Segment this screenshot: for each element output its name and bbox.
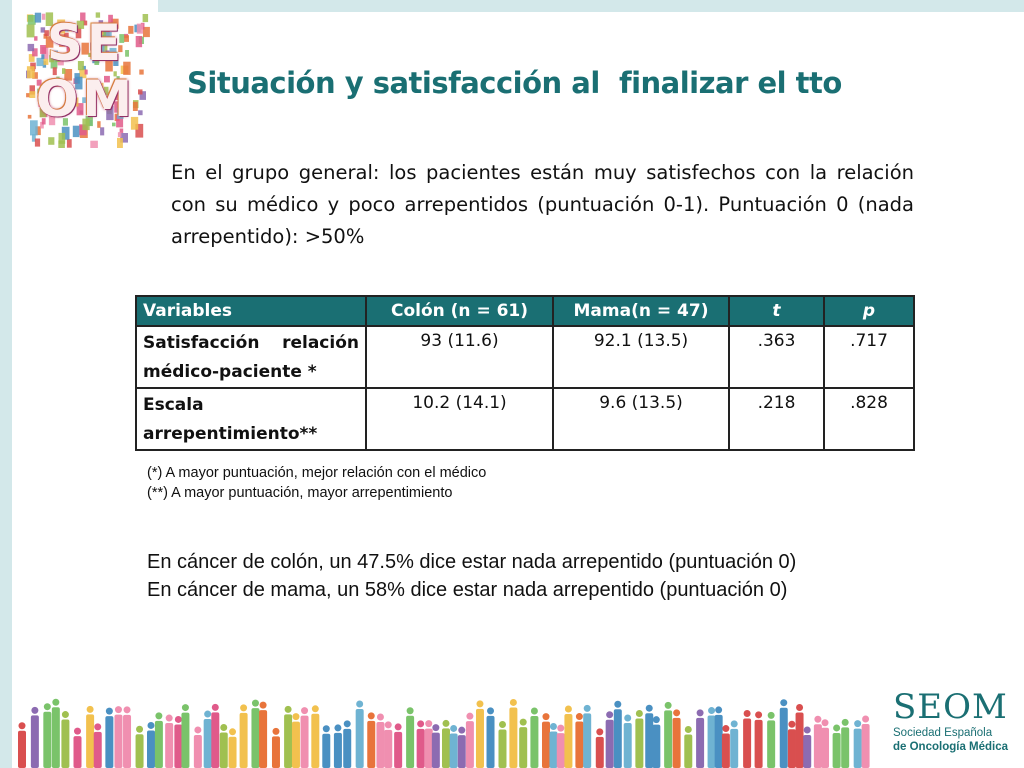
row-label: Escala arrepentimiento**: [135, 388, 367, 451]
header-colon: Colón (n = 61): [365, 295, 554, 327]
summary-line: En cáncer de mama, un 58% dice estar nad…: [147, 579, 788, 601]
logo-subtitle-2: de Oncología Médica: [893, 741, 1009, 753]
results-table: Variables Colón (n = 61) Mama(n = 47) t …: [135, 295, 915, 451]
footnotes: (*) A mayor puntuación, mejor relación c…: [147, 463, 486, 503]
cell-p: .717: [823, 326, 915, 389]
page-title: Situación y satisfacción al finalizar el…: [187, 66, 842, 100]
cell-colon: 93 (11.6): [365, 326, 554, 389]
people-crowd-illustration: [18, 698, 870, 768]
header-t: t: [728, 295, 825, 327]
header-p: p: [823, 295, 915, 327]
cell-t: .363: [728, 326, 825, 389]
summary-line: En cáncer de colón, un 47.5% dice estar …: [147, 551, 797, 573]
footnote: (*) A mayor puntuación, mejor relación c…: [147, 465, 487, 481]
logo-wordmark: SEOM: [893, 687, 1008, 727]
table-row: Satisfacción relación médico-paciente * …: [135, 326, 915, 389]
cell-p: .828: [823, 388, 915, 451]
intro-paragraph: En el grupo general: los pacientes están…: [171, 161, 914, 248]
seom-logo: SEOM Sociedad Española de Oncología Médi…: [893, 688, 1017, 760]
logo-subtitle-1: Sociedad Española: [893, 727, 993, 739]
logo-text-bottom: OM: [35, 70, 137, 128]
logo-text-top: SE: [46, 14, 126, 72]
summary-text: En cáncer de colón, un 47.5% dice estar …: [147, 548, 796, 604]
header-variables: Variables: [135, 295, 367, 327]
cell-mama: 9.6 (13.5): [552, 388, 730, 451]
cell-t: .218: [728, 388, 825, 451]
cell-mama: 92.1 (13.5): [552, 326, 730, 389]
footnote: (**) A mayor puntuación, mayor arrepenti…: [147, 485, 453, 501]
top-accent-band: [158, 0, 1024, 12]
table-header-row: Variables Colón (n = 61) Mama(n = 47) t …: [135, 295, 915, 327]
header-mama: Mama(n = 47): [552, 295, 730, 327]
seom-mosaic-logo: SE OM: [22, 8, 150, 154]
table-row: Escala arrepentimiento** 10.2 (14.1) 9.6…: [135, 388, 915, 451]
left-accent-bar: [0, 0, 12, 768]
cell-colon: 10.2 (14.1): [365, 388, 554, 451]
row-label: Satisfacción relación médico-paciente *: [135, 326, 367, 389]
mosaic-dots: [26, 12, 150, 154]
